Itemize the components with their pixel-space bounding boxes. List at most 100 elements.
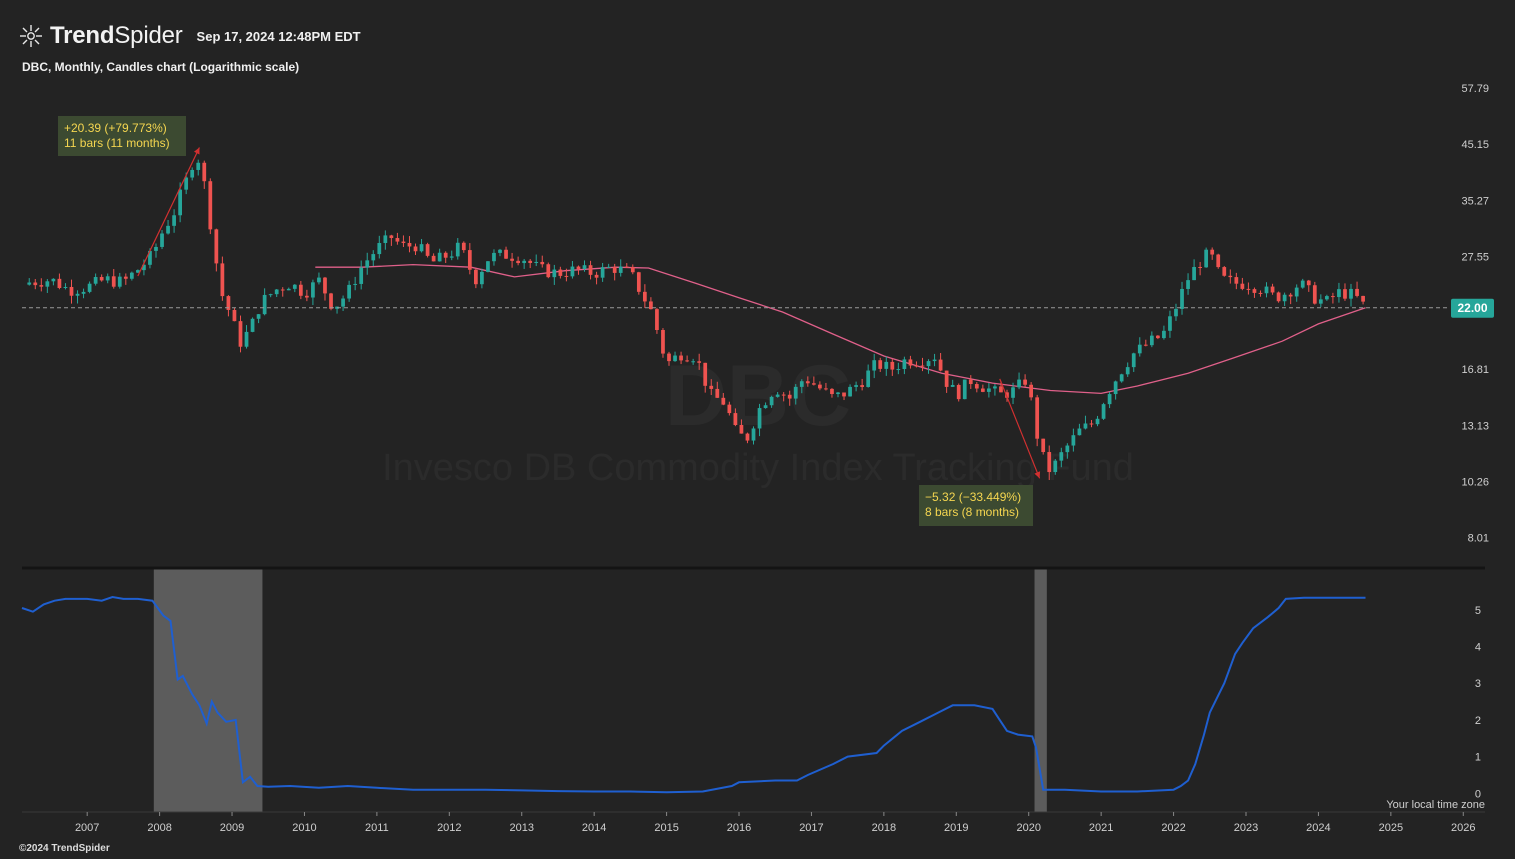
candle-body bbox=[884, 361, 889, 369]
candle-body bbox=[709, 385, 714, 389]
candle-body bbox=[745, 433, 750, 441]
x-axis-tick: 2024 bbox=[1306, 822, 1330, 834]
candle-body bbox=[1355, 288, 1359, 296]
candle-body bbox=[950, 384, 955, 387]
candle-body bbox=[552, 269, 557, 278]
candle-body bbox=[1131, 353, 1136, 368]
x-axis-tick: 2007 bbox=[75, 822, 99, 834]
candle-body bbox=[860, 385, 865, 387]
candle-body bbox=[111, 276, 116, 287]
candle-body bbox=[455, 242, 460, 257]
candle-body bbox=[1192, 266, 1196, 281]
candle-body bbox=[872, 360, 877, 371]
candle-body bbox=[836, 392, 840, 395]
candle-body bbox=[956, 384, 961, 400]
candle-body bbox=[136, 270, 140, 273]
candle-body bbox=[612, 266, 617, 273]
candle-body bbox=[504, 249, 508, 259]
candle-body bbox=[238, 321, 243, 347]
candle-body bbox=[202, 162, 207, 182]
candle-body bbox=[1331, 296, 1335, 298]
candle-body bbox=[1017, 379, 1021, 388]
candle-body bbox=[522, 260, 527, 264]
measure-change: −5.32 (−33.449%) bbox=[925, 490, 1021, 504]
candle-body bbox=[262, 294, 267, 315]
candle-body bbox=[1023, 379, 1027, 385]
candle-body bbox=[1264, 286, 1269, 294]
price-axis-tick: 10.26 bbox=[1461, 476, 1489, 488]
candle-body bbox=[1077, 428, 1082, 436]
candle-body bbox=[208, 181, 213, 230]
candle-body bbox=[1288, 294, 1293, 297]
candle-body bbox=[1137, 344, 1142, 354]
candle-body bbox=[1089, 423, 1094, 425]
candle-body bbox=[902, 359, 907, 370]
candle-body bbox=[1180, 288, 1184, 309]
x-axis-tick: 2020 bbox=[1016, 822, 1040, 834]
candle-body bbox=[1343, 289, 1347, 299]
candle-body bbox=[437, 252, 442, 262]
candle-body bbox=[606, 266, 611, 268]
candle-body bbox=[341, 298, 345, 307]
candle-body bbox=[75, 293, 80, 296]
x-axis-tick: 2021 bbox=[1089, 822, 1113, 834]
candle-body bbox=[413, 246, 418, 252]
candle-body bbox=[226, 296, 231, 310]
last-price-badge bbox=[1451, 298, 1494, 318]
candle-body bbox=[630, 267, 635, 273]
x-axis-tick: 2009 bbox=[220, 822, 244, 834]
candle-body bbox=[1234, 277, 1239, 284]
x-axis-tick: 2012 bbox=[437, 822, 461, 834]
candle-body bbox=[377, 243, 382, 255]
candle-body bbox=[1095, 418, 1100, 425]
rate-axis-tick: 1 bbox=[1475, 752, 1481, 764]
candle-body bbox=[781, 394, 786, 396]
candle-body bbox=[685, 360, 689, 362]
candle-body bbox=[618, 266, 623, 273]
candle-body bbox=[576, 266, 581, 270]
candle-body bbox=[292, 284, 297, 289]
candle-body bbox=[1318, 299, 1323, 304]
candle-body bbox=[570, 266, 575, 277]
measure-change: +20.39 (+79.773%) bbox=[64, 121, 167, 135]
candle-body bbox=[703, 362, 708, 386]
candle-body bbox=[1162, 330, 1166, 339]
candle-body bbox=[926, 361, 931, 367]
candle-body bbox=[1059, 452, 1064, 461]
candle-body bbox=[27, 282, 32, 285]
candle-body bbox=[1101, 404, 1106, 419]
candle-body bbox=[896, 369, 901, 371]
x-axis-tick: 2018 bbox=[872, 822, 896, 834]
rate-axis-tick: 0 bbox=[1475, 788, 1481, 800]
candle-body bbox=[305, 295, 309, 298]
candle-body bbox=[256, 314, 261, 319]
measure-arrow-head bbox=[194, 147, 200, 155]
candle-body bbox=[824, 388, 828, 390]
x-axis-tick: 2022 bbox=[1161, 822, 1185, 834]
candle-body bbox=[371, 254, 376, 261]
candle-body bbox=[673, 355, 677, 362]
candle-body bbox=[395, 238, 400, 242]
measure-arrow-line bbox=[137, 147, 200, 277]
candle-body bbox=[661, 329, 665, 354]
candle-body bbox=[1222, 267, 1227, 276]
candle-body bbox=[962, 379, 967, 400]
price-axis-tick: 27.55 bbox=[1461, 252, 1489, 264]
candle-body bbox=[311, 282, 315, 298]
candle-body bbox=[968, 379, 973, 385]
candle-body bbox=[878, 360, 883, 369]
candle-body bbox=[727, 404, 732, 414]
candle-body bbox=[33, 282, 38, 286]
candle-body bbox=[250, 318, 255, 332]
candle-body bbox=[1119, 374, 1124, 382]
candle-body bbox=[1270, 286, 1275, 293]
x-axis-tick: 2017 bbox=[799, 822, 823, 834]
candle-body bbox=[196, 162, 201, 170]
candle-body bbox=[516, 260, 520, 264]
candle-body bbox=[691, 361, 696, 363]
measure-box bbox=[58, 116, 186, 156]
candle-body bbox=[1324, 296, 1329, 300]
x-axis-tick: 2016 bbox=[727, 822, 751, 834]
candle-body bbox=[1228, 275, 1233, 278]
